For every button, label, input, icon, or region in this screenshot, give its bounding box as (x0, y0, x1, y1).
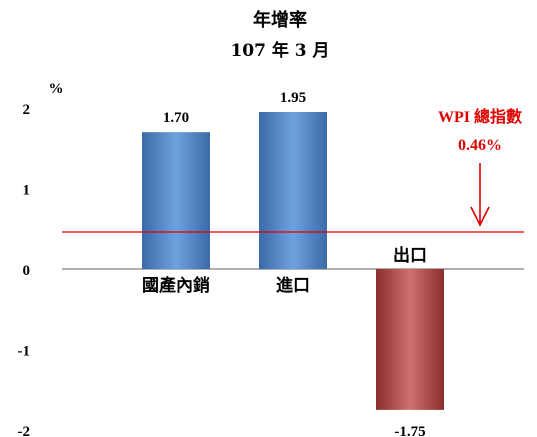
y-tick-label: -2 (18, 424, 31, 437)
chart-subtitle: 107 年 3 月 (230, 40, 329, 61)
bar (376, 269, 444, 410)
bar (259, 112, 327, 270)
arrow-down-icon (470, 163, 490, 227)
bars (142, 112, 444, 410)
y-tick-label: 0 (23, 263, 31, 279)
bar-labels: 1.70 國產內銷 1.95 進口 -1.75 出口 (142, 90, 427, 437)
category-label: 出口 (393, 245, 427, 266)
y-tick-label: 1 (23, 183, 31, 199)
reference-line-label: WPI 總指數 (438, 107, 522, 126)
data-label: 1.95 (280, 90, 306, 106)
bar (142, 132, 210, 269)
category-label: 進口 (276, 276, 310, 296)
reference-line-value: 0.46% (458, 137, 502, 154)
y-axis-unit: % (49, 81, 64, 97)
category-label: 國產內銷 (142, 275, 210, 296)
y-tick-label: -1 (18, 344, 31, 360)
y-axis-ticks: 2 1 0 -1 -2 (18, 102, 31, 437)
y-tick-label: 2 (23, 102, 31, 118)
chart-title: 年增率 (253, 9, 307, 31)
data-label: -1.75 (394, 424, 425, 437)
data-label: 1.70 (163, 110, 189, 126)
